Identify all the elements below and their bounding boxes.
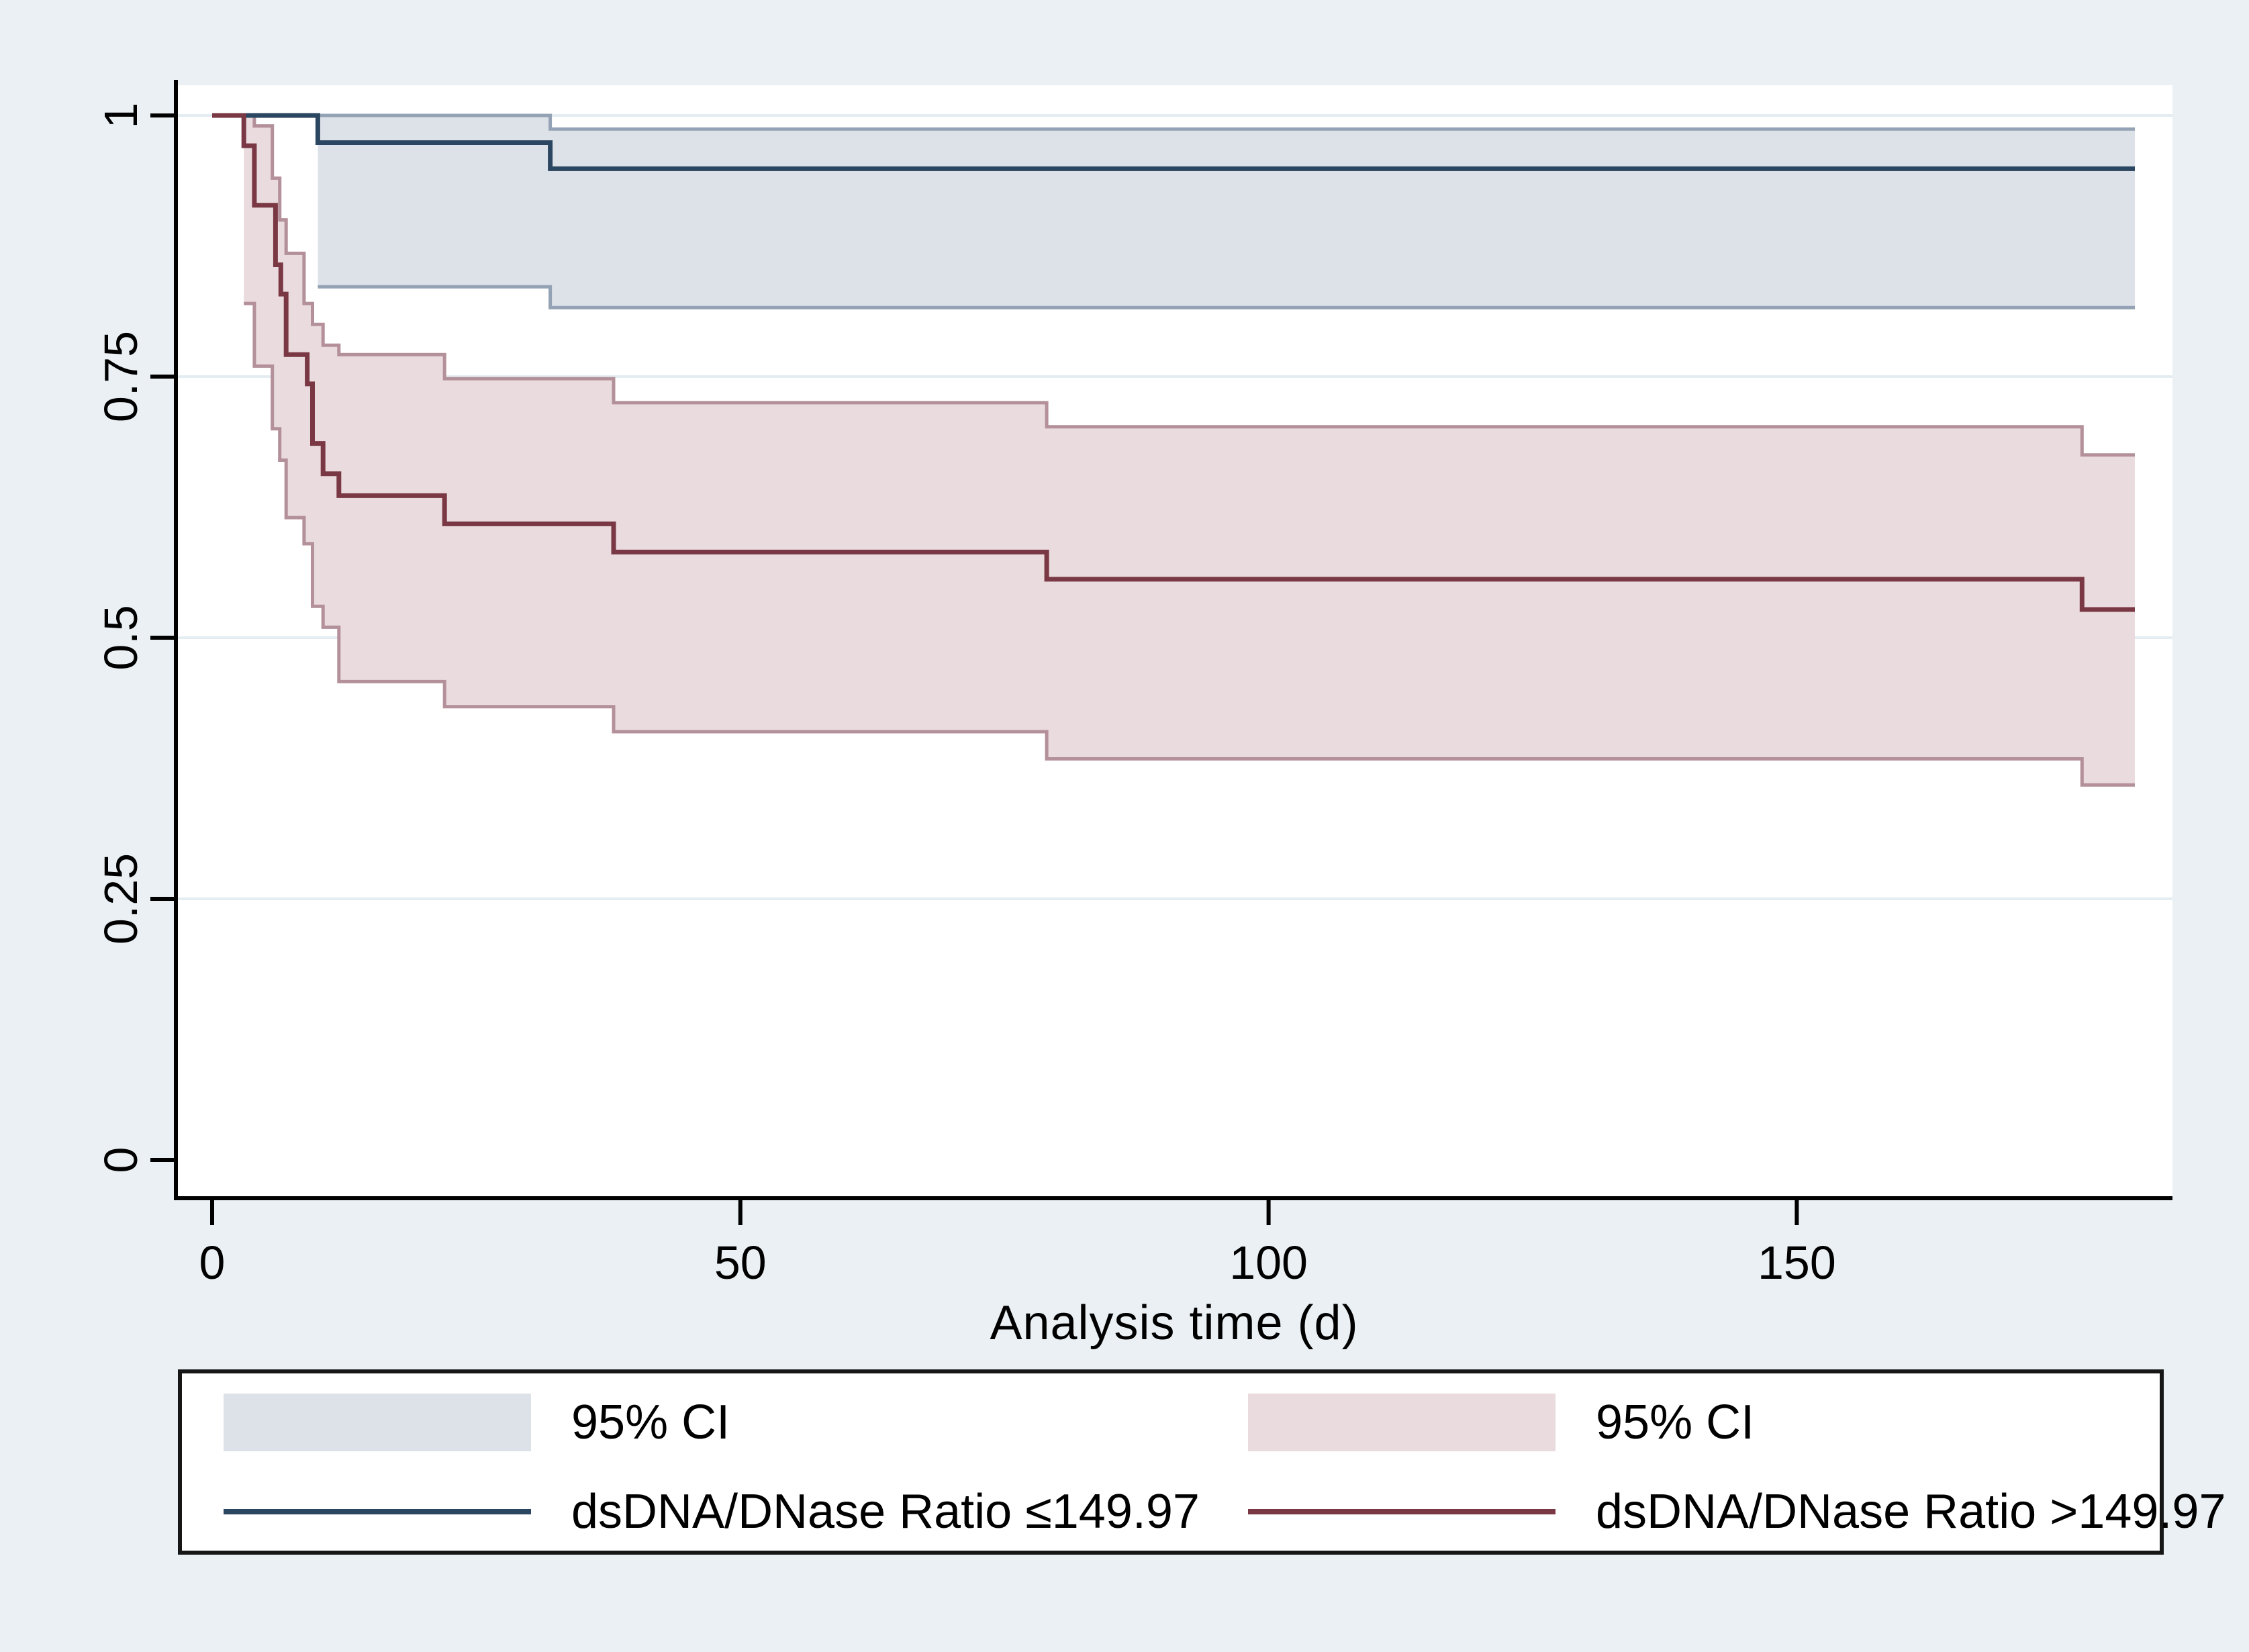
legend-label-low-group: dsDNA/DNase Ratio ≤149.97: [571, 1485, 1200, 1539]
legend-box: 95% CI 95% CI dsDNA/DNase Ratio ≤149.97 …: [178, 1369, 2226, 1555]
y-tick-label-1: 1: [95, 103, 147, 129]
y-tick-label-0.5: 0.5: [95, 605, 147, 670]
legend-label-ci-high: 95% CI: [1596, 1396, 1755, 1449]
ci-upper-edge-1: [244, 113, 2135, 457]
legend-label-ci-low: 95% CI: [571, 1396, 730, 1449]
y-tick-label-0: 0: [95, 1147, 147, 1173]
legend-line-sample-low-group: [224, 1509, 531, 1514]
ci-band-0: [318, 115, 2136, 308]
legend-line-sample-high-group: [1248, 1509, 1556, 1514]
x-tick-label-100: 100: [1229, 1236, 1308, 1289]
x-tick-label-50: 50: [714, 1236, 767, 1289]
ci-lower-edge-1: [244, 301, 2135, 787]
ci-band-1: [244, 115, 2136, 785]
survival-curve-1: [212, 113, 2135, 612]
legend-ci-swatch-high-group: [1248, 1394, 1556, 1451]
ci-lower-edge-0: [318, 285, 2135, 309]
legend-label-high-group: dsDNA/DNase Ratio >149.97: [1596, 1485, 2226, 1539]
y-tick-label-0.75: 0.75: [95, 331, 147, 422]
ci-upper-edge-0: [318, 113, 2135, 131]
survival-curve-0: [212, 113, 2135, 171]
x-axis-title: Analysis time (d): [990, 1296, 1359, 1350]
legend-ci-swatch-low-group: [224, 1394, 531, 1451]
x-tick-label-150: 150: [1758, 1236, 1836, 1289]
x-tick-label-0: 0: [199, 1236, 226, 1289]
y-tick-label-0.25: 0.25: [95, 853, 147, 944]
